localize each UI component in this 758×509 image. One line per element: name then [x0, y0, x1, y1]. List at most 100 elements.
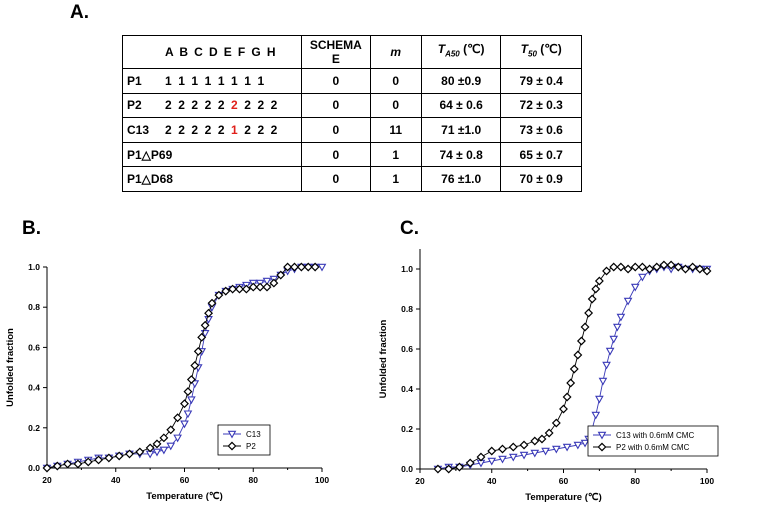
legend-box	[217, 424, 271, 456]
panel-label-c: C.	[400, 218, 419, 239]
c-series-1-point	[645, 264, 655, 274]
legend-label: P2	[246, 442, 256, 451]
b-series-1-point	[207, 298, 217, 308]
c-series-1-point	[566, 378, 576, 388]
c-series-1-point	[666, 260, 676, 270]
b-series-1-point	[228, 284, 238, 294]
c-series-0-point	[623, 297, 633, 306]
cell-m: 1	[369, 141, 422, 168]
row-seq: 2 2 2 2 2 2 2 2 2	[165, 98, 279, 112]
row-name: P2	[127, 98, 142, 113]
c-series-1-point	[594, 276, 604, 286]
b-series-1-point	[173, 413, 183, 423]
y-tick-label: 0.8	[28, 302, 40, 312]
y-tick-label: 0.2	[401, 424, 413, 434]
b-series-1-point	[283, 262, 293, 272]
b-series-1-point	[296, 262, 306, 272]
seq-post: 2 2 2	[239, 122, 279, 137]
header-t50: T50 (℃)	[500, 35, 582, 69]
c-series-1-point	[576, 336, 586, 346]
cell-ta50: 76 ±1.0	[420, 166, 502, 192]
b-series-1-point	[303, 262, 313, 272]
cell-t50: 70 ± 0.9	[500, 166, 582, 192]
cell-ta50: 64 ± 0.6	[420, 92, 502, 119]
x-tick-label: 100	[700, 476, 714, 486]
cell-m: 1	[369, 166, 422, 192]
b-series-1-point	[104, 453, 114, 463]
b-series-1-point	[204, 308, 214, 318]
b-series-1-point	[166, 425, 176, 435]
legend-marker	[227, 441, 237, 451]
c-series-1-point	[455, 462, 464, 472]
b-series-0-point	[187, 396, 196, 405]
c-series-0-point	[487, 457, 497, 466]
c-series-0-point	[605, 347, 615, 356]
c-series-1-point	[537, 434, 547, 444]
c-series-1-point	[508, 442, 518, 452]
b-series-0-point	[152, 448, 162, 457]
c-series-0-point	[541, 447, 550, 456]
c-series-0-point	[612, 323, 622, 332]
chart-c: 20 40 60 80 100 0.0 0.2 0.4 0.6 0.8 1.0 Temperature…	[378, 249, 719, 503]
table-row: P1△D68 0 1 76 ±1.0 70 ± 0.9	[121, 166, 582, 192]
chart-b: 20 40 60 80 100 0.0 0.2 0.4 0.6 0.8 1.0 Temperature…	[5, 262, 329, 502]
seq-pre: 2 2 2 2 2	[165, 98, 232, 113]
b-series-1-point	[269, 278, 279, 288]
x-tick-label: 80	[249, 475, 259, 485]
c-series-1-point	[659, 260, 669, 270]
row-name: C13	[127, 122, 150, 137]
c-series-0-point	[630, 283, 640, 292]
b-series-1-point	[52, 461, 62, 471]
y-tick-label: 0.0	[401, 464, 413, 474]
c-series-1-point	[616, 262, 626, 272]
cell-name: P1△D68	[121, 166, 303, 192]
c-series-0-point	[580, 439, 590, 448]
header-ta50: TA50 (℃)	[420, 35, 502, 69]
cell-ta50: 80 ±0.9	[420, 68, 502, 94]
b-series-1-point	[94, 455, 104, 465]
b-series-0-point	[173, 434, 182, 443]
y-tick-label: 0.0	[28, 463, 40, 473]
c-series-0-point	[551, 445, 561, 454]
cell-t50: 73 ± 0.6	[500, 117, 582, 143]
c-series-1-point	[562, 392, 572, 402]
c-series-1-point	[476, 452, 486, 462]
c-series-0-point	[638, 273, 647, 282]
legend-marker	[227, 430, 237, 439]
c-series-0-point	[519, 451, 529, 460]
cell-schema: 0	[301, 92, 371, 119]
x-tick-label: 40	[487, 476, 497, 486]
c-series-0-point	[616, 313, 626, 322]
b-series-1-point	[63, 459, 73, 469]
y-tick-label: 0.4	[28, 383, 40, 393]
c-series-1-point	[559, 404, 568, 414]
header-t50-sub: 50	[528, 49, 537, 59]
b-series-1-point	[193, 346, 203, 356]
cell-schema: 0	[301, 68, 371, 94]
b-series-1-point	[197, 332, 207, 342]
c-series-1-point	[695, 264, 705, 274]
x-tick-label: 80	[631, 476, 641, 486]
header-t50-unit: (℃)	[536, 42, 562, 57]
cell-schema: 0	[301, 141, 371, 168]
y-tick-label: 0.4	[401, 384, 413, 394]
y-axis-label: Unfolded fraction	[5, 328, 16, 407]
y-tick-label: 0.2	[28, 423, 40, 433]
b-series-1-point	[183, 387, 193, 397]
b-series-0-point	[183, 410, 193, 419]
cell-t50: 79 ± 0.4	[500, 68, 582, 94]
c-series-1-point	[498, 444, 507, 454]
c-series-1-point	[487, 446, 497, 456]
c-series-1-point	[688, 262, 698, 272]
table-row: P1 1 1 1 1 1 1 1 1 0 0 80 ±0.9 79 ± 0.4	[121, 68, 582, 94]
c-series-0-point	[498, 455, 507, 464]
c-series-1-point	[465, 458, 475, 468]
b-series-1-line	[46, 266, 316, 469]
x-tick-label: 20	[42, 475, 52, 485]
c-series-1-point	[623, 264, 633, 274]
c-series-1-point	[444, 464, 454, 474]
c-series-1-point	[637, 262, 647, 272]
b-series-0-point	[262, 277, 272, 286]
b-series-1-point	[114, 451, 124, 461]
b-series-1-point	[262, 282, 272, 292]
